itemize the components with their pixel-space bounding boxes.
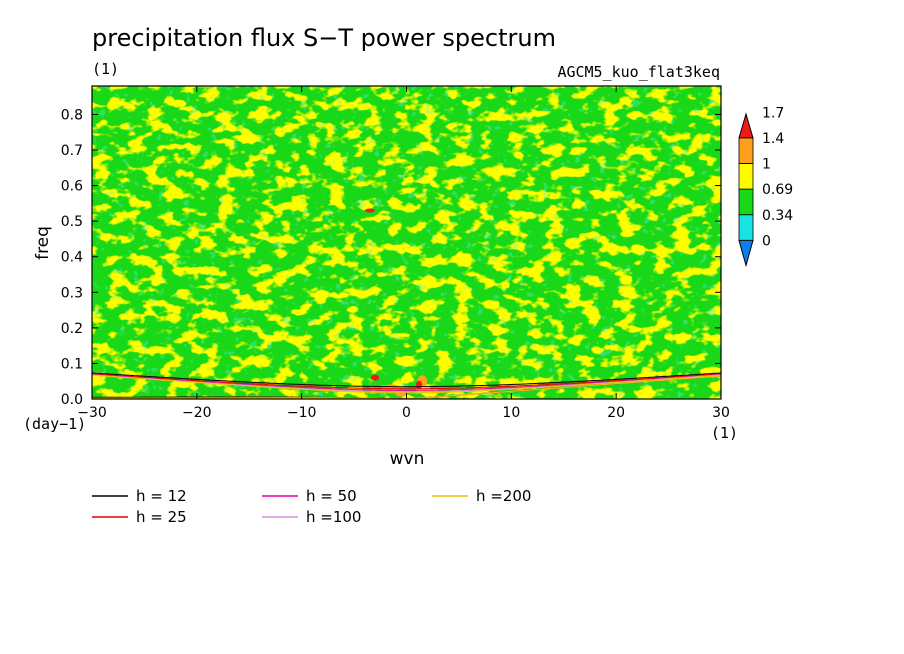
plot-area	[92, 86, 721, 399]
x-tick-label: 30	[712, 405, 730, 421]
chart-title: precipitation flux S−T power spectrum	[92, 24, 556, 52]
curve-50-gravity	[92, 373, 721, 391]
y-axis-units: (day−1)	[23, 415, 86, 433]
title-units: (1)	[92, 60, 119, 78]
curve-12-gravity	[92, 372, 721, 388]
hotspot	[364, 208, 375, 213]
hotspot	[416, 380, 423, 389]
x-tick-label: −30	[77, 405, 107, 421]
colorbar-label: 0	[762, 233, 771, 249]
x-tick-label: 0	[402, 405, 411, 421]
y-axis-label: freq	[33, 226, 53, 260]
colorbar-label: 0.34	[762, 208, 793, 224]
legend: h = 12 h = 25 h = 50 h =100 h =200	[92, 487, 531, 526]
colorbar-segment	[738, 137, 754, 165]
x-tick-label: −10	[287, 405, 317, 421]
legend-label: h = 50	[306, 487, 357, 505]
curve-200-gravity	[92, 374, 721, 394]
y-tick-label: 0.0	[61, 392, 83, 408]
colorbar-segment	[738, 188, 754, 216]
field-cyan-specks	[92, 86, 721, 399]
colorbar: 0 0.34 0.69 1 1.4 1.7	[738, 105, 793, 268]
colorbar-bottom-arrow	[738, 239, 754, 268]
x-axis-units: (1)	[711, 424, 738, 442]
y-tick-label: 0.5	[61, 214, 83, 230]
y-tick-label: 0.7	[61, 143, 83, 159]
colorbar-segment	[738, 163, 754, 190]
y-axis-ticks: 0.0 0.1 0.2 0.3 0.4 0.5 0.6 0.7 0.8	[61, 107, 721, 408]
curve-200-kelvin	[406, 375, 721, 399]
y-tick-label: 0.3	[61, 285, 83, 301]
y-tick-label: 0.1	[61, 356, 83, 372]
y-tick-label: 0.2	[61, 321, 83, 337]
y-tick-label: 0.6	[61, 179, 83, 195]
colorbar-label: 1	[762, 157, 771, 173]
x-axis-label: wvn	[390, 449, 425, 469]
legend-label: h =200	[476, 487, 531, 505]
curve-25-gravity	[92, 373, 721, 390]
colorbar-label: 0.69	[762, 182, 793, 198]
colorbar-label: 1.7	[762, 105, 784, 121]
legend-label: h = 12	[136, 487, 187, 505]
x-tick-label: −20	[182, 405, 212, 421]
x-axis-ticks: −30 −20 −10 0 10 20 30	[77, 86, 730, 421]
legend-label: h =100	[306, 508, 361, 526]
colorbar-segment	[738, 214, 754, 241]
colorbar-top-arrow	[738, 112, 754, 139]
colorbar-label: 1.4	[762, 131, 784, 147]
y-tick-label: 0.4	[61, 250, 83, 266]
y-tick-label: 0.8	[61, 107, 83, 123]
hotspot	[371, 374, 380, 381]
experiment-label: AGCM5_kuo_flat3keq	[557, 63, 720, 81]
legend-label: h = 25	[136, 508, 187, 526]
x-tick-label: 20	[607, 405, 625, 421]
x-tick-label: 10	[502, 405, 520, 421]
